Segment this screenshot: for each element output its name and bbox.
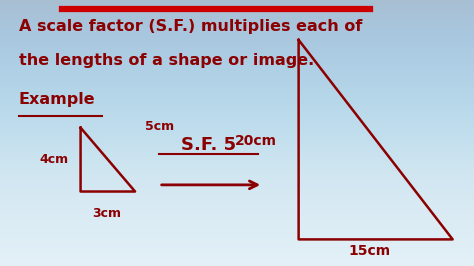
Text: 20cm: 20cm bbox=[235, 134, 277, 148]
Text: 3cm: 3cm bbox=[92, 207, 121, 221]
Text: the lengths of a shape or image.: the lengths of a shape or image. bbox=[19, 53, 314, 68]
Text: 5cm: 5cm bbox=[145, 120, 173, 133]
Text: 15cm: 15cm bbox=[349, 244, 391, 258]
Text: Example: Example bbox=[19, 92, 96, 107]
Text: A scale factor (S.F.) multiplies each of: A scale factor (S.F.) multiplies each of bbox=[19, 19, 362, 34]
Text: S.F. 5: S.F. 5 bbox=[181, 136, 236, 154]
Text: 4cm: 4cm bbox=[40, 153, 69, 166]
